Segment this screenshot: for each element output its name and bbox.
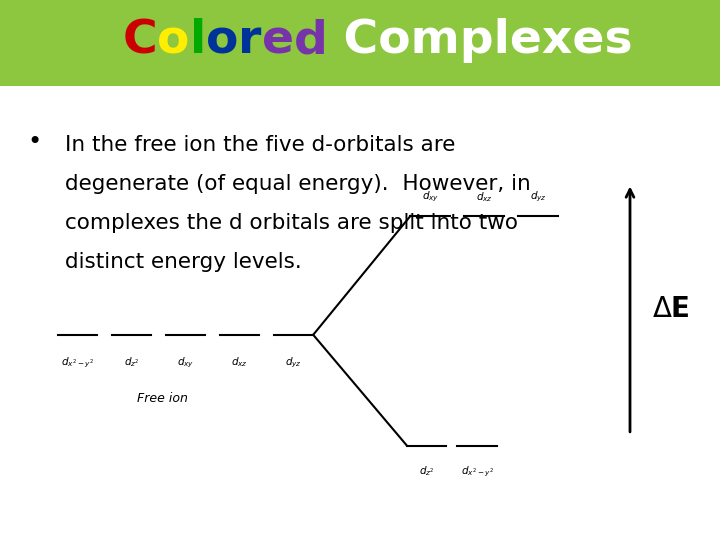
Text: $d_{xy}$: $d_{xy}$ (177, 355, 194, 370)
Text: degenerate (of equal energy).  However, in: degenerate (of equal energy). However, i… (65, 174, 531, 194)
Text: In the free ion the five d-orbitals are: In the free ion the five d-orbitals are (65, 135, 455, 155)
Text: Free ion: Free ion (137, 392, 187, 404)
Text: distinct energy levels.: distinct energy levels. (65, 252, 302, 272)
Text: r: r (238, 18, 261, 63)
Text: $d_{xy}$: $d_{xy}$ (422, 190, 438, 204)
FancyBboxPatch shape (0, 0, 720, 86)
Text: o: o (206, 18, 238, 63)
Text: $d_{z^2}$: $d_{z^2}$ (124, 355, 139, 369)
Text: •: • (27, 130, 42, 153)
Text: $d_{z^2}$: $d_{z^2}$ (419, 464, 434, 478)
Text: complexes the d orbitals are split into two: complexes the d orbitals are split into … (65, 213, 518, 233)
Text: e: e (261, 18, 294, 63)
Text: $d_{xz}$: $d_{xz}$ (231, 355, 248, 369)
Text: $\Delta$E: $\Delta$E (652, 295, 690, 323)
Text: Complexes: Complexes (328, 18, 633, 63)
Text: $d_{yz}$: $d_{yz}$ (530, 190, 546, 204)
Text: $d_{x^2-y^2}$: $d_{x^2-y^2}$ (461, 464, 493, 479)
Text: C: C (122, 18, 157, 63)
Text: o: o (157, 18, 189, 63)
Text: d: d (294, 18, 328, 63)
Text: l: l (189, 18, 206, 63)
Text: $d_{x^2-y^2}$: $d_{x^2-y^2}$ (61, 355, 94, 370)
Text: $d_{xz}$: $d_{xz}$ (476, 190, 492, 204)
Text: $d_{yz}$: $d_{yz}$ (285, 355, 302, 370)
